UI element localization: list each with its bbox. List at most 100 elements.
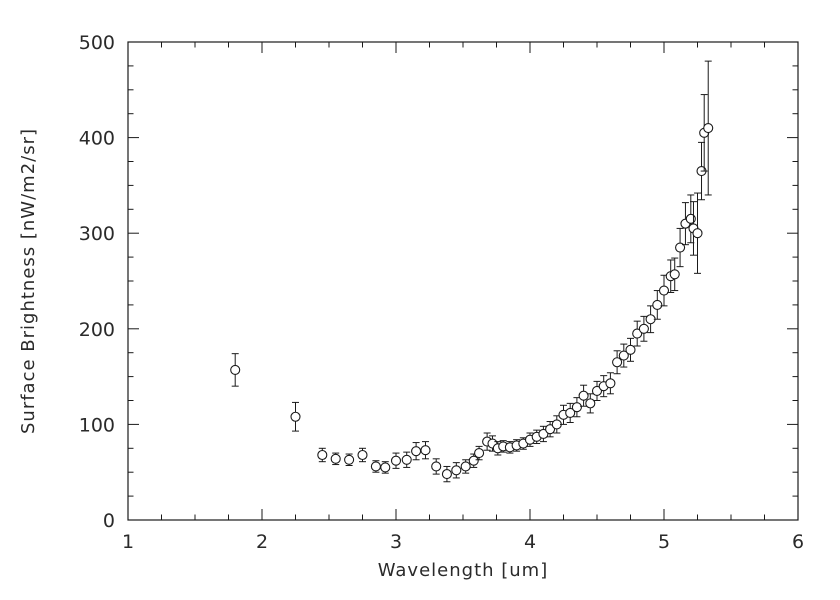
data-point-group (652, 290, 663, 320)
x-tick-label: 3 (390, 531, 402, 553)
data-point-group (330, 452, 341, 466)
data-point (370, 461, 381, 472)
data-point-group (618, 343, 629, 368)
x-tick-label: 6 (792, 531, 804, 553)
y-tick-label: 300 (79, 223, 115, 245)
data-point-group (538, 425, 549, 443)
x-axis-label: Wavelength [um] (378, 560, 549, 581)
y-tick-label: 400 (79, 128, 115, 150)
data-point (290, 411, 301, 422)
data-point-group (380, 461, 391, 474)
data-point-group (524, 432, 536, 447)
y-tick-label: 100 (79, 414, 115, 436)
data-point (703, 122, 714, 134)
data-point (474, 448, 485, 459)
data-point (618, 350, 629, 361)
data-point-group (420, 441, 431, 460)
data-point-group (669, 257, 680, 292)
data-point-group (468, 453, 479, 468)
data-point (585, 398, 596, 409)
data-point (565, 407, 576, 418)
data-point-group (545, 421, 556, 438)
data-point-group (411, 442, 422, 461)
data-point-group (591, 380, 603, 401)
data-point-group (344, 453, 355, 467)
data-point-group (638, 315, 649, 342)
data-point-group (317, 447, 328, 463)
data-point-group (401, 451, 412, 468)
data-point-group (703, 60, 714, 196)
data-point (632, 328, 643, 339)
data-point-group (680, 202, 691, 246)
data-point-group (632, 320, 643, 347)
data-point-group (390, 452, 402, 469)
data-point (230, 364, 241, 375)
x-tick-label: 5 (658, 531, 670, 553)
data-point (460, 461, 471, 472)
data-point-group (290, 401, 301, 432)
y-tick-label: 200 (79, 319, 115, 341)
axes-layer: 1 2 3 4 5 6 0 100 200 300 400 500 (79, 32, 804, 553)
data-point (441, 469, 452, 480)
data-point-group (658, 274, 670, 307)
data-point (652, 299, 663, 310)
data-point-group (571, 397, 582, 418)
data-point (468, 455, 479, 466)
plot-frame (127, 41, 799, 521)
data-point-group (612, 350, 623, 375)
data-point (578, 390, 589, 401)
data-point (357, 449, 368, 461)
data-point-group (460, 459, 471, 474)
data-point-group (451, 462, 462, 479)
data-point (390, 455, 402, 466)
data-point (658, 285, 670, 296)
data-series (230, 60, 714, 483)
data-point-group (558, 404, 569, 425)
data-point (538, 428, 549, 440)
x-tick-label: 1 (122, 531, 134, 553)
x-tick-label: 4 (524, 531, 536, 553)
y-axis-label: Surface Brightness [nW/m2/sr] (18, 128, 39, 434)
data-point (545, 424, 556, 435)
data-point-group (692, 192, 703, 274)
data-point-group (431, 458, 442, 475)
data-point (605, 378, 616, 389)
data-point-group (578, 384, 589, 407)
data-point-group (675, 227, 686, 268)
data-point (380, 462, 391, 473)
data-point (317, 449, 328, 461)
data-point-group (441, 465, 452, 483)
data-point-group (357, 447, 368, 463)
data-point-group (585, 393, 596, 414)
data-point (571, 402, 582, 413)
y-tick-label: 500 (79, 32, 115, 54)
data-point (451, 465, 462, 476)
data-point (692, 228, 703, 239)
data-point-group (230, 353, 241, 387)
data-point (551, 419, 562, 430)
data-point (401, 454, 412, 465)
data-point-group (625, 337, 636, 362)
y-tick-label: 0 (103, 510, 115, 532)
data-point (344, 454, 355, 465)
data-point (431, 461, 442, 472)
data-point-group (565, 402, 576, 423)
data-point-group (474, 445, 485, 461)
label-layer: Wavelength [um] Surface Brightness [nW/m… (18, 128, 549, 581)
x-tick-label: 2 (256, 531, 268, 553)
data-point (420, 445, 431, 456)
data-point (645, 314, 656, 325)
data-point-group (645, 305, 656, 334)
data-point-group (370, 460, 381, 473)
data-point (612, 357, 623, 368)
data-point-group (605, 372, 616, 395)
data-point (638, 323, 649, 334)
data-point (411, 446, 422, 457)
data-point (591, 385, 603, 396)
data-point (330, 453, 341, 464)
data-point (675, 242, 686, 253)
data-point (669, 269, 680, 280)
data-point (625, 344, 636, 355)
